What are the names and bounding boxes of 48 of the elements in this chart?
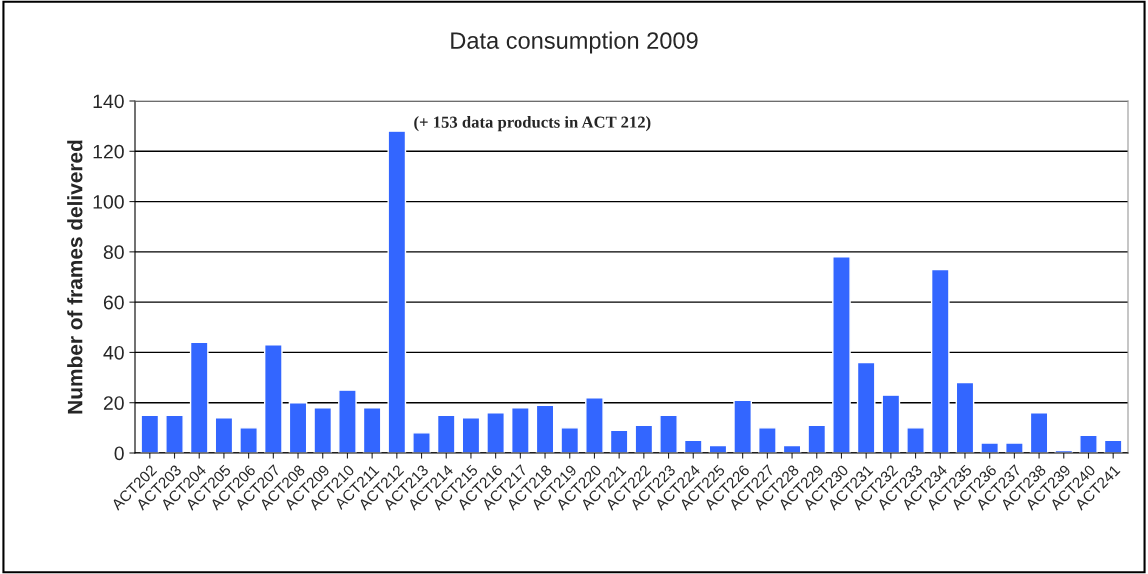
bar bbox=[881, 394, 901, 453]
bar bbox=[733, 399, 752, 453]
bar bbox=[288, 402, 308, 453]
bar bbox=[436, 414, 456, 453]
bar bbox=[165, 414, 184, 453]
y-tick-label: 120 bbox=[93, 144, 124, 159]
y-tick-label: 20 bbox=[103, 396, 124, 410]
y-axis-title: Number of frames delivered bbox=[67, 140, 83, 414]
bar bbox=[609, 429, 629, 453]
bar bbox=[338, 389, 357, 453]
bar bbox=[758, 427, 777, 453]
y-tick-label: 0 bbox=[114, 446, 124, 461]
bar bbox=[214, 417, 234, 453]
bar bbox=[930, 268, 950, 453]
bar bbox=[832, 256, 851, 453]
bar bbox=[1005, 442, 1024, 453]
y-tick-label: 100 bbox=[93, 195, 124, 209]
bar bbox=[362, 407, 382, 453]
bar bbox=[659, 414, 678, 453]
y-tick-label: 40 bbox=[103, 345, 124, 360]
bar bbox=[313, 407, 333, 453]
bar bbox=[387, 130, 407, 453]
bar bbox=[585, 396, 604, 453]
bar bbox=[560, 427, 580, 453]
bar bbox=[955, 381, 975, 453]
chart-title: Data consumption 2009 bbox=[451, 31, 698, 54]
bar bbox=[535, 404, 555, 453]
bar bbox=[856, 361, 876, 453]
bar bbox=[980, 442, 1000, 453]
bar bbox=[239, 427, 258, 453]
bar bbox=[807, 424, 827, 453]
bar bbox=[140, 414, 160, 453]
bar bbox=[683, 439, 703, 453]
bar bbox=[461, 417, 481, 453]
bar bbox=[189, 341, 209, 453]
bar bbox=[511, 407, 530, 453]
bar bbox=[263, 344, 283, 453]
bar bbox=[634, 424, 654, 453]
bar bbox=[1079, 434, 1098, 453]
bar bbox=[412, 432, 431, 453]
y-tick-label: 80 bbox=[103, 245, 124, 260]
bar bbox=[486, 412, 505, 453]
annotation: (+ 153 data products in ACT 212) bbox=[414, 116, 651, 132]
bar bbox=[906, 427, 925, 453]
bar bbox=[1029, 412, 1049, 453]
y-tick-label: 60 bbox=[103, 295, 124, 310]
y-tick-label: 140 bbox=[93, 94, 124, 109]
bar bbox=[1103, 439, 1123, 453]
